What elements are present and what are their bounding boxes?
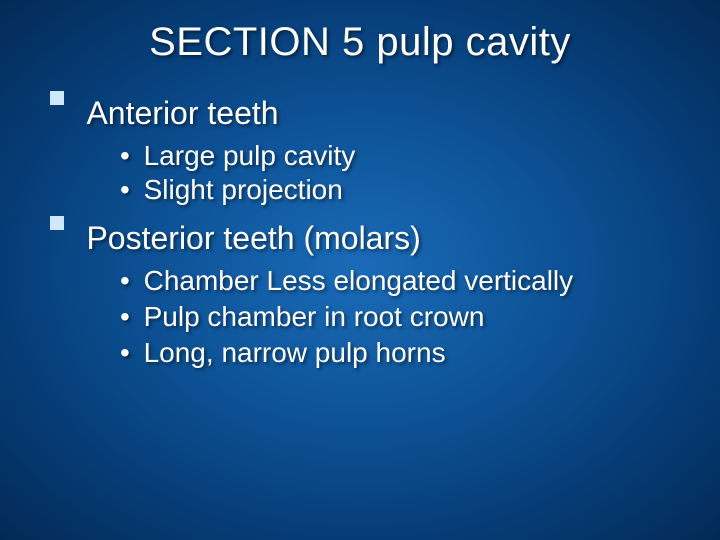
slide-container: SECTION 5 pulp cavity Anterior teeth • L… (0, 0, 720, 540)
section-item: Pulp chamber in root crown (144, 301, 485, 332)
bullet-level1: Posterior teeth (molars) (50, 220, 690, 257)
bullet-level2: • Long, narrow pulp horns (50, 337, 690, 369)
bullet-level2: • Pulp chamber in root crown (50, 301, 690, 333)
section-item: Large pulp cavity (144, 140, 356, 171)
spacer (50, 208, 690, 220)
round-bullet-icon: • (120, 337, 130, 369)
section-item: Long, narrow pulp horns (144, 337, 446, 368)
square-bullet-icon (50, 216, 64, 230)
slide-body: Anterior teeth • Large pulp cavity • Sli… (0, 95, 720, 369)
round-bullet-icon: • (120, 140, 130, 172)
section-heading: Posterior teeth (molars) (86, 220, 420, 257)
bullet-level2: • Large pulp cavity (50, 140, 690, 172)
bullet-level2: • Chamber Less elongated vertically (50, 265, 690, 297)
bullet-level1: Anterior teeth (50, 95, 690, 132)
section-heading: Anterior teeth (86, 95, 278, 132)
section-item: Chamber Less elongated vertically (144, 265, 574, 296)
slide-title: SECTION 5 pulp cavity (0, 0, 720, 95)
round-bullet-icon: • (120, 174, 130, 206)
round-bullet-icon: • (120, 301, 130, 333)
bullet-level2: • Slight projection (50, 174, 690, 206)
round-bullet-icon: • (120, 265, 130, 297)
square-bullet-icon (50, 91, 64, 105)
section-item: Slight projection (144, 174, 343, 205)
